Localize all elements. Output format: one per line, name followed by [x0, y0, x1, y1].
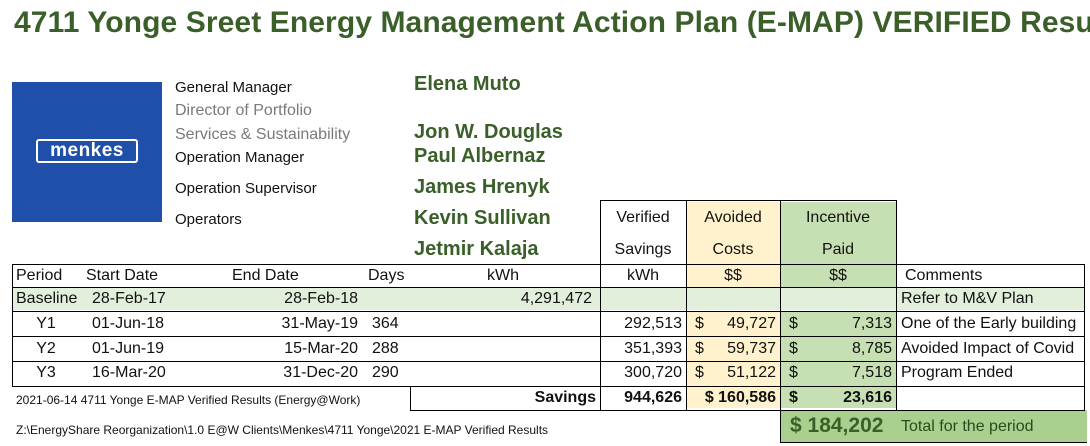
general-manager-label: General Manager: [175, 79, 292, 96]
row-y2-savings: 351,393: [624, 340, 682, 357]
avoided-column-bg: [686, 312, 780, 408]
row-y3-cur2: $: [789, 364, 798, 381]
row-y1-cur2: $: [789, 315, 798, 332]
end-date-header: End Date: [232, 267, 299, 284]
operators-label: Operators: [175, 211, 242, 228]
verified-header-1: Verified: [616, 209, 670, 226]
menkes-logo: menkes: [12, 82, 162, 222]
totals-kwh: 944,626: [624, 389, 682, 406]
incentive-header-2: Paid: [821, 241, 855, 258]
baseline-row-bg-right: [600, 288, 896, 310]
avoided-header-2: Costs: [712, 241, 754, 258]
period-header: Period: [16, 267, 63, 284]
row-y3-savings: 300,720: [624, 364, 682, 381]
logo-wordmark: menkes: [36, 139, 138, 163]
start-date-header: Start Date: [86, 267, 159, 284]
row-y2-incentive: 8,785: [851, 340, 892, 357]
row-baseline-start: 28-Feb-17: [92, 290, 166, 307]
row-y3-days: 290: [372, 364, 399, 381]
footer-line-2: Z:\EnergyShare Reorganization\1.0 E@W Cl…: [16, 423, 549, 437]
row-y3-avoided: 51,122: [727, 364, 776, 381]
operator-1-name: Kevin Sullivan: [414, 207, 551, 229]
grid-h-header-top: [600, 200, 897, 201]
incentive-header-3: $$: [829, 267, 847, 284]
grid-h-row-header-top: [12, 264, 1085, 265]
avoided-header-3: $$: [724, 267, 742, 284]
row-y2-days: 288: [372, 340, 399, 357]
grid-h-row-baseline-bottom: [12, 311, 1085, 312]
verified-header-3: kWh: [627, 267, 659, 284]
operator-2-name: Jetmir Kalaja: [414, 238, 539, 260]
grid-v-incentive-right: [896, 200, 897, 410]
operation-supervisor-name: James Hrenyk: [414, 176, 550, 198]
grid-h-row-y3-bottom: [12, 386, 1085, 387]
grid-v-totals-left: [410, 386, 411, 410]
row-baseline-period: Baseline: [16, 290, 78, 307]
row-y2-comment: Avoided Impact of Covid: [901, 340, 1075, 357]
row-baseline-end: 28-Feb-18: [284, 290, 358, 307]
operation-manager-name: Paul Albernaz: [414, 145, 546, 167]
row-baseline-comment: Refer to M&V Plan: [901, 290, 1034, 307]
grid-v-left-edge: [12, 264, 13, 386]
row-y1-avoided: 49,727: [727, 315, 776, 332]
totals-incentive: 23,616: [843, 389, 892, 406]
grid-h-totals-bottom: [410, 410, 1085, 411]
grid-h-row-header-bottom: [12, 287, 1085, 288]
grid-v-verified-left: [600, 200, 601, 410]
footer-line-1: 2021-06-14 4711 Yonge E-MAP Verified Res…: [16, 393, 361, 407]
row-y3-cur1: $: [695, 364, 704, 381]
grid-h-row-y1-bottom: [12, 336, 1085, 337]
kwh-header: kWh: [487, 267, 519, 284]
row-y3-period: Y3: [36, 364, 56, 381]
totals-cur: $: [789, 389, 798, 406]
avoided-header-1: Avoided: [704, 209, 762, 226]
row-y1-comment: One of the Early building: [901, 315, 1077, 332]
grid-v-avoided-left: [686, 200, 687, 410]
grand-total-label: Total for the period: [901, 418, 1034, 435]
totals-label: Savings: [534, 389, 596, 406]
row-y2-end: 15-Mar-20: [284, 340, 358, 357]
incentive-header-1: Incentive: [805, 209, 871, 226]
row-y1-start: 01-Jun-18: [92, 315, 165, 332]
operation-supervisor-label: Operation Supervisor: [175, 180, 317, 197]
baseline-comment-bg: [896, 288, 1084, 310]
row-y3-comment: Program Ended: [901, 364, 1014, 381]
director-label-line1: Director of Portfolio: [175, 102, 312, 119]
grand-total-bg: [780, 410, 1087, 442]
director-label-line2: Services & Sustainability: [175, 126, 351, 143]
row-y1-savings: 292,513: [624, 315, 682, 332]
incentive-column-bg: [780, 312, 896, 408]
row-y1-cur1: $: [695, 315, 704, 332]
row-y1-incentive: 7,313: [851, 315, 892, 332]
grid-v-incentive-left: [780, 200, 781, 442]
grid-h-row-y2-bottom: [12, 361, 1085, 362]
incentive-header-bg: [780, 202, 896, 288]
avoided-header-bg: [686, 202, 780, 288]
row-baseline-kwh: 4,291,472: [520, 290, 592, 307]
grid-v-right-edge: [1084, 264, 1085, 410]
row-y3-start: 16-Mar-20: [92, 364, 166, 381]
row-y1-days: 364: [372, 315, 399, 332]
verified-header-2: Savings: [614, 241, 672, 258]
totals-avoided: $ 160,586: [704, 389, 776, 406]
row-y2-avoided: 59,737: [727, 340, 776, 357]
operation-manager-label: Operation Manager: [175, 149, 305, 166]
row-y2-period: Y2: [36, 340, 56, 357]
grid-h-grand-total-bottom: [780, 442, 1087, 443]
grand-total-value: $ 184,202: [790, 414, 884, 437]
row-y3-end: 31-Dec-20: [283, 364, 358, 381]
days-header: Days: [368, 267, 405, 284]
general-manager-name: Elena Muto: [414, 73, 521, 95]
comments-header: Comments: [905, 267, 983, 284]
baseline-row-bg: [12, 288, 600, 310]
director-name: Jon W. Douglas: [414, 121, 563, 143]
row-y2-cur2: $: [789, 340, 798, 357]
row-y1-end: 31-May-19: [281, 315, 358, 332]
row-y3-incentive: 7,518: [851, 364, 892, 381]
row-y2-start: 01-Jun-19: [92, 340, 165, 357]
row-y1-period: Y1: [36, 315, 56, 332]
page-title: 4711 Yonge Sreet Energy Management Actio…: [14, 6, 1090, 39]
row-y2-cur1: $: [695, 340, 704, 357]
